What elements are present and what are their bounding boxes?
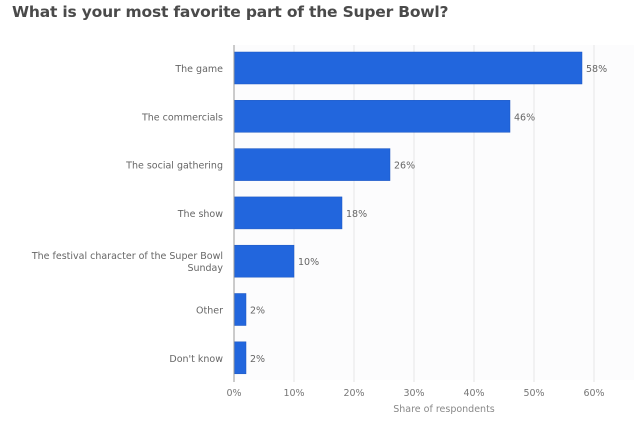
value-label: 2% <box>250 306 265 317</box>
x-tick-label: 50% <box>523 388 544 399</box>
value-label: 26% <box>394 161 415 172</box>
value-label: 10% <box>298 257 319 268</box>
bar <box>233 51 583 85</box>
category-label: The social gathering <box>125 161 223 172</box>
value-label: 2% <box>250 354 265 365</box>
value-label: 46% <box>514 112 535 123</box>
value-label: 58% <box>586 64 607 75</box>
value-label: 18% <box>346 209 367 220</box>
bars <box>233 51 583 375</box>
x-tick-label: 60% <box>583 388 604 399</box>
category-label: The festival character of the Super Bowl <box>31 251 223 262</box>
category-labels: The game The commercials The social gather… <box>31 64 224 365</box>
bar <box>233 148 391 181</box>
bar <box>233 293 247 326</box>
bar <box>233 244 295 278</box>
x-tick-labels: 0% 10% 20% 30% 40% 50% 60% <box>226 388 604 399</box>
x-tick-label: 0% <box>226 388 241 399</box>
x-tick-label: 10% <box>283 388 304 399</box>
category-label: Other <box>196 306 223 317</box>
category-label: The show <box>177 209 223 220</box>
x-tick-label: 40% <box>463 388 484 399</box>
category-label: Sunday <box>187 263 223 274</box>
category-label: The game <box>174 64 223 75</box>
bar <box>233 341 247 375</box>
category-label: The commercials <box>141 112 223 123</box>
chart-title: What is your most favorite part of the S… <box>12 3 449 21</box>
x-tick-label: 30% <box>403 388 424 399</box>
x-tick-label: 20% <box>343 388 364 399</box>
x-axis-title: Share of respondents <box>393 404 495 415</box>
value-labels: 58% 46% 26% 18% 10% 2% 2% <box>250 64 607 365</box>
category-label: Don't know <box>169 354 223 365</box>
bar <box>233 196 343 230</box>
bar <box>233 100 511 133</box>
